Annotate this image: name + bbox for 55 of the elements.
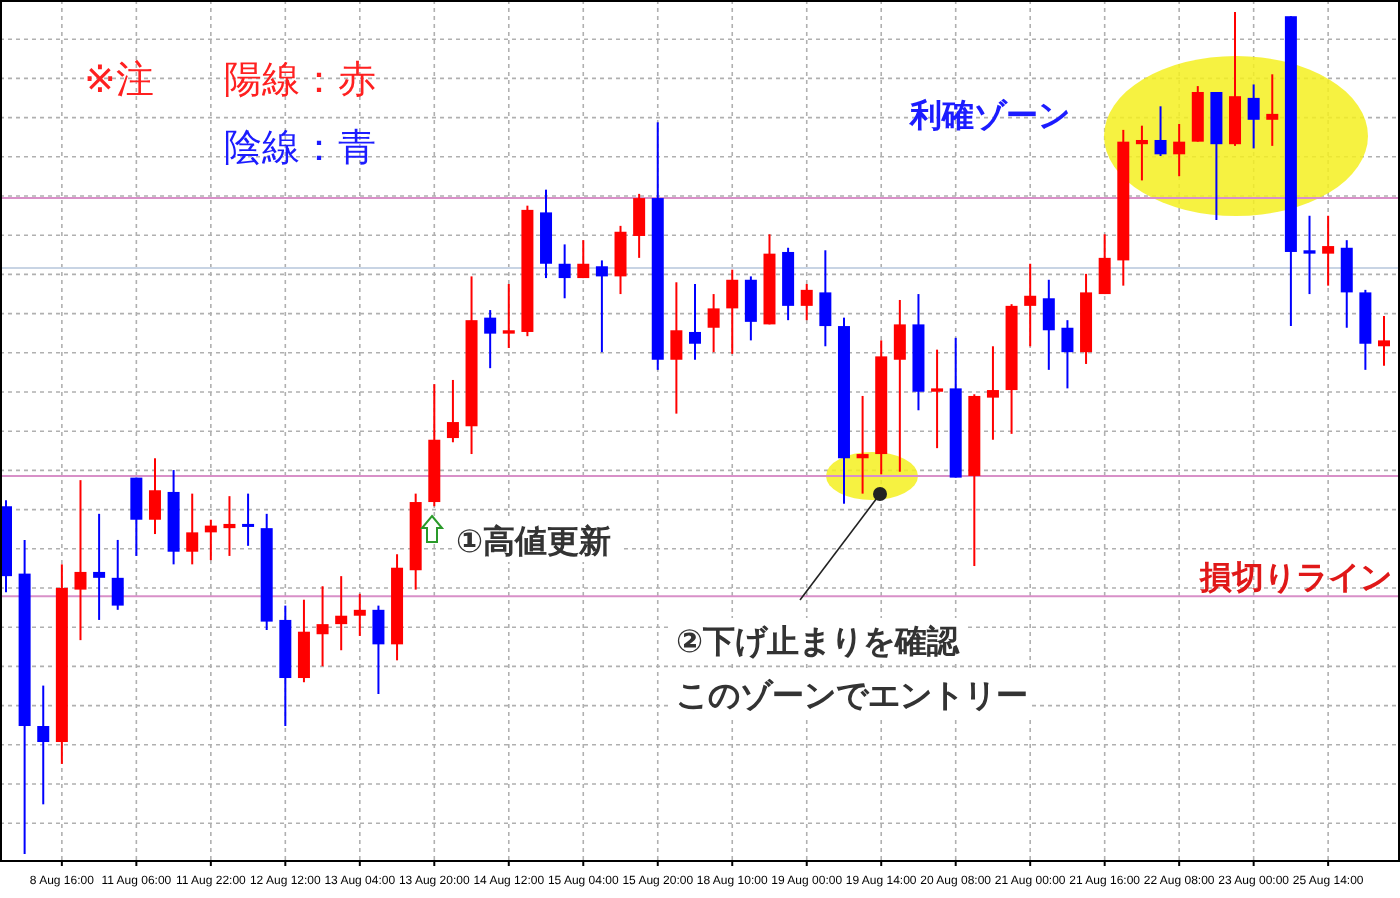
candlestick: [1042, 278, 1055, 371]
candlestick: [1024, 262, 1037, 348]
candlestick: [130, 476, 143, 557]
annotation: ②下げ止まりを確認: [676, 622, 962, 660]
candlestick: [74, 479, 87, 642]
candlestick: [1322, 214, 1335, 287]
candlestick: [1173, 122, 1186, 178]
candlestick: [893, 298, 906, 473]
candlestick: [335, 575, 348, 652]
candlestick: [1229, 11, 1242, 147]
candlestick: [931, 348, 944, 450]
candlestick: [856, 394, 869, 495]
candlestick: [111, 538, 124, 611]
candlestick: [372, 604, 385, 696]
candlestick: [670, 281, 683, 415]
candlestick: [595, 259, 608, 354]
candlestick: [1061, 319, 1074, 390]
candlestick: [1378, 314, 1390, 367]
candlestick: [502, 282, 515, 349]
candlestick: [744, 275, 757, 342]
candlestick: [223, 495, 236, 557]
candlestick: [633, 192, 646, 259]
candlestick: [689, 282, 701, 361]
candlestick: [800, 282, 813, 322]
candlestick: [1098, 233, 1111, 296]
candlestick: [726, 268, 739, 355]
candlestick: [577, 239, 590, 280]
candlestick: [1340, 239, 1353, 329]
annotation: ①高値更新: [456, 522, 612, 560]
candlestick: [986, 345, 999, 441]
candlestick: [819, 249, 832, 348]
candlestick: [316, 585, 329, 668]
candlestick: [1266, 73, 1279, 147]
candlestick: [614, 224, 627, 296]
candlestick: [186, 492, 199, 566]
candlestick: [446, 378, 459, 444]
annotation: 陽線：赤: [224, 58, 376, 102]
candlestick: [353, 592, 366, 637]
candlestick: [297, 598, 310, 684]
annotation: 利確ゾーン: [908, 96, 1070, 134]
candlestick: [1247, 83, 1260, 150]
candlestick: [37, 684, 50, 806]
candlestick: [1303, 214, 1316, 296]
candlestick: [242, 492, 255, 547]
ref-line-label: 損切りライン: [1198, 558, 1392, 597]
candlestick: [484, 309, 497, 370]
annotation: ※注: [84, 58, 154, 102]
annotation: このゾーンでエントリー: [676, 676, 1028, 714]
annotation: 陰線：青: [224, 126, 376, 170]
candlestick: [93, 512, 106, 621]
candlestick: [558, 243, 571, 300]
candlestick: [1135, 124, 1148, 182]
candlestick: [148, 457, 161, 536]
candlestick: [1154, 105, 1167, 157]
candlestick: [707, 293, 720, 354]
